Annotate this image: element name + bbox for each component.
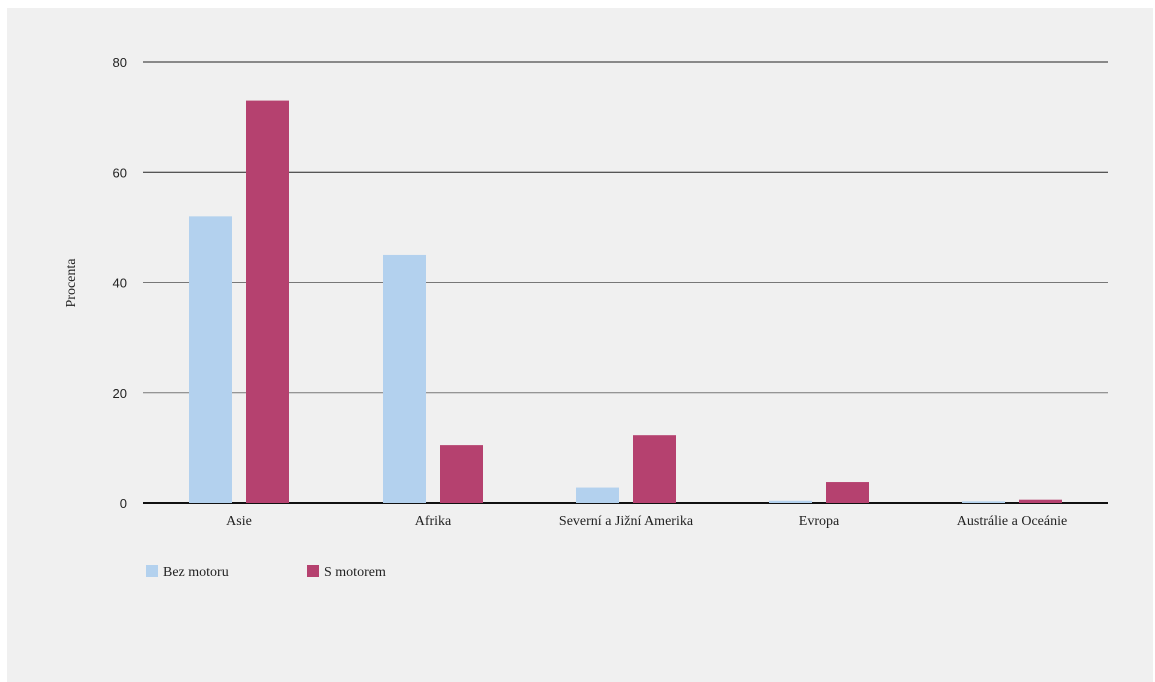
legend-label: Bez motoru — [163, 565, 229, 580]
y-tick-label: 60 — [113, 165, 127, 180]
legend-label: S motorem — [324, 565, 386, 580]
bar-s-motorem — [440, 445, 483, 503]
bars — [189, 100, 1062, 504]
x-category-label: Austrálie a Oceánie — [957, 514, 1067, 529]
x-category-label: Afrika — [415, 514, 452, 529]
bar-s-motorem — [633, 435, 676, 503]
bar-bez-motoru — [383, 254, 426, 503]
y-tick-label: 0 — [120, 496, 127, 511]
x-category-label: Evropa — [799, 514, 840, 529]
bar-bez-motoru — [769, 500, 812, 503]
y-axis-ticks: 0 20 40 60 80 — [113, 55, 127, 511]
bar-s-motorem — [826, 482, 869, 503]
bar-s-motorem — [246, 100, 289, 504]
legend-swatch — [307, 565, 319, 577]
bar-bez-motoru — [189, 216, 232, 503]
legend-swatch — [146, 565, 158, 577]
y-axis-title: Procenta — [64, 258, 79, 308]
x-axis-labels: Asie Afrika Severní a Jižní Amerika Evropa A… — [226, 514, 1067, 529]
bar-s-motorem — [1019, 499, 1062, 503]
bar-bez-motoru — [576, 487, 619, 503]
bar-bez-motoru — [962, 501, 1005, 503]
y-tick-label: 40 — [113, 276, 127, 291]
gridlines — [143, 61, 1108, 504]
x-category-label: Severní a Jižní Amerika — [559, 514, 694, 529]
legend: Bez motoru S motorem — [146, 565, 386, 580]
y-tick-label: 20 — [113, 386, 127, 401]
x-category-label: Asie — [226, 514, 252, 529]
y-tick-label: 80 — [113, 55, 127, 70]
